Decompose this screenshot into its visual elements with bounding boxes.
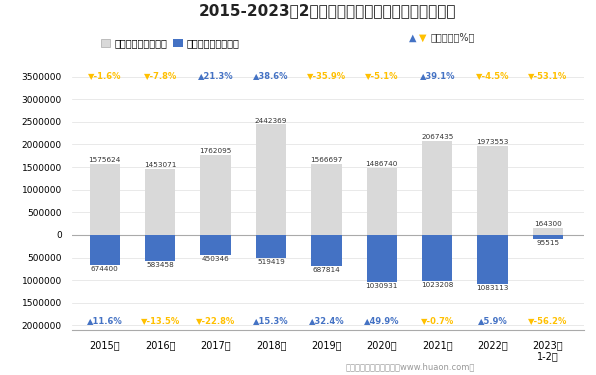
Text: 95515: 95515 bbox=[536, 240, 560, 246]
Bar bbox=[311, 235, 342, 266]
Bar bbox=[89, 235, 120, 266]
Text: 1762095: 1762095 bbox=[200, 148, 232, 154]
Bar bbox=[145, 235, 175, 261]
Text: ▲39.1%: ▲39.1% bbox=[420, 71, 455, 80]
Text: 2067435: 2067435 bbox=[421, 135, 454, 141]
Legend: 出口总额（万美元）, 进口总额（万美元）: 出口总额（万美元）, 进口总额（万美元） bbox=[97, 34, 244, 52]
Bar bbox=[533, 235, 563, 239]
Text: ▼-35.9%: ▼-35.9% bbox=[307, 71, 346, 80]
Bar bbox=[256, 124, 286, 235]
Text: 450346: 450346 bbox=[201, 256, 229, 262]
Text: 1566697: 1566697 bbox=[311, 157, 343, 163]
Text: 674400: 674400 bbox=[91, 266, 119, 272]
Text: ▼-53.1%: ▼-53.1% bbox=[529, 71, 567, 80]
Text: ▲32.4%: ▲32.4% bbox=[309, 316, 344, 326]
Text: ▲49.9%: ▲49.9% bbox=[364, 316, 399, 326]
Text: 2442369: 2442369 bbox=[255, 117, 287, 123]
Text: ▼: ▼ bbox=[419, 32, 426, 42]
Bar bbox=[311, 164, 342, 235]
Bar bbox=[422, 141, 452, 235]
Text: ▼-0.7%: ▼-0.7% bbox=[421, 316, 454, 326]
Text: 1023208: 1023208 bbox=[421, 282, 454, 288]
Text: 1973553: 1973553 bbox=[476, 139, 509, 145]
Text: 1575624: 1575624 bbox=[89, 157, 121, 163]
Bar bbox=[256, 235, 286, 258]
Text: 583458: 583458 bbox=[146, 262, 174, 268]
Title: 2015-2023年2月苏州工业园综合保税区进、出口额: 2015-2023年2月苏州工业园综合保税区进、出口额 bbox=[199, 3, 457, 18]
Bar bbox=[367, 168, 397, 235]
Bar bbox=[89, 164, 120, 235]
Text: ▲11.6%: ▲11.6% bbox=[87, 316, 123, 326]
Bar bbox=[477, 235, 508, 284]
Bar bbox=[367, 235, 397, 282]
Text: 687814: 687814 bbox=[312, 267, 340, 273]
Text: ▼-4.5%: ▼-4.5% bbox=[476, 71, 510, 80]
Bar bbox=[533, 228, 563, 235]
Text: ▼-56.2%: ▼-56.2% bbox=[529, 316, 568, 326]
Text: 1486740: 1486740 bbox=[365, 161, 398, 167]
Text: 1083113: 1083113 bbox=[476, 285, 509, 291]
Text: ▲21.3%: ▲21.3% bbox=[198, 71, 234, 80]
Bar bbox=[422, 235, 452, 281]
Text: 同比增速（%）: 同比增速（%） bbox=[430, 32, 474, 42]
Text: ▼-22.8%: ▼-22.8% bbox=[196, 316, 235, 326]
Text: ▼-7.8%: ▼-7.8% bbox=[144, 71, 177, 80]
Bar bbox=[200, 235, 231, 255]
Bar bbox=[477, 146, 508, 235]
Text: ▼-5.1%: ▼-5.1% bbox=[365, 71, 399, 80]
Text: ▲: ▲ bbox=[409, 32, 416, 42]
Text: 519419: 519419 bbox=[257, 260, 285, 266]
Text: ▲38.6%: ▲38.6% bbox=[253, 71, 288, 80]
Bar bbox=[145, 169, 175, 235]
Text: 1453071: 1453071 bbox=[144, 162, 176, 168]
Text: 制图：华经产业研究院（www.huaon.com）: 制图：华经产业研究院（www.huaon.com） bbox=[346, 362, 475, 371]
Text: ▲15.3%: ▲15.3% bbox=[253, 316, 289, 326]
Bar bbox=[200, 155, 231, 235]
Text: ▲5.9%: ▲5.9% bbox=[478, 316, 508, 326]
Text: ▼-1.6%: ▼-1.6% bbox=[88, 71, 122, 80]
Text: 1030931: 1030931 bbox=[365, 282, 398, 288]
Text: 164300: 164300 bbox=[534, 220, 562, 226]
Text: ▼-13.5%: ▼-13.5% bbox=[141, 316, 180, 326]
